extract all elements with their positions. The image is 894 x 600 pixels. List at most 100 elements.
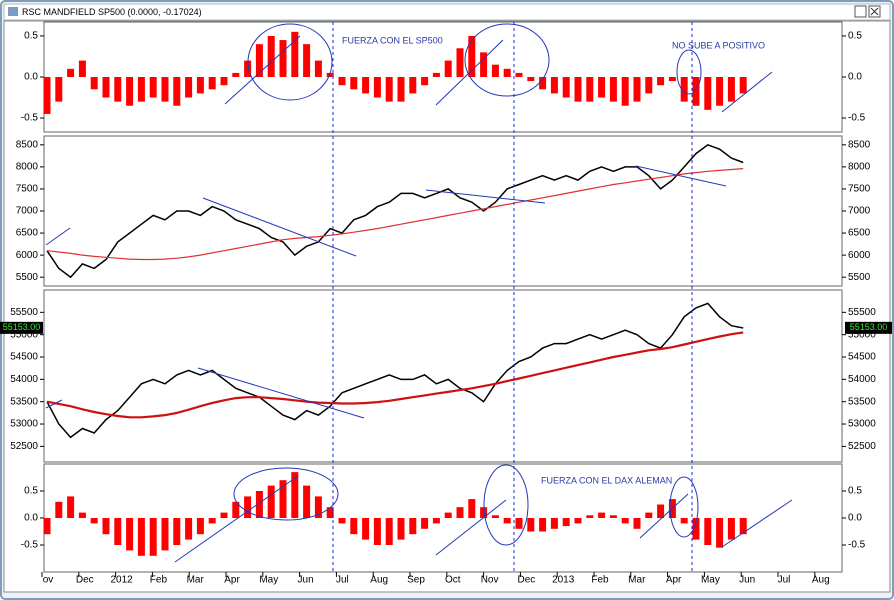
bar [421,77,429,86]
bar [232,501,240,518]
bar [220,512,228,518]
bar [657,504,665,518]
bar [291,31,299,77]
trend-line [45,399,63,409]
maximize-button[interactable] [854,5,867,18]
y-tick-label: 53000 [848,419,876,430]
bar [255,491,263,518]
x-tick-label: Sep [407,575,425,586]
x-tick-label: Nov [481,575,499,586]
bar [539,518,547,532]
bar [373,77,381,98]
bar [397,77,405,102]
x-axis: ov Dec 2012 Feb Mar Apr May Jun Jul Aug Sep Oct Nov D… [41,572,830,586]
bar [350,518,358,535]
bar [126,518,134,551]
trend-line [639,493,689,539]
bar [185,77,193,98]
bar [78,512,86,518]
x-tick-label: Feb [150,575,168,586]
y-tick-label: 55500 [10,307,38,318]
bar [468,35,476,77]
bar [137,77,145,102]
bar [90,77,98,90]
trend-line [202,197,357,257]
x-tick-label: Jun [298,575,314,586]
bar [609,77,617,102]
last-value-box [0,321,43,334]
drawings [45,23,793,563]
bar [114,518,122,545]
bar [574,518,582,524]
trend-line [425,189,546,204]
bar [562,77,570,98]
bar [161,77,169,102]
panel-frame [43,289,843,463]
bar [102,518,110,535]
last-value-box [845,321,892,334]
y-tick-label: 7500 [16,184,39,195]
bar [633,518,641,529]
y-tick-label: 6500 [16,228,39,239]
y-tick-label: 0.0 [848,72,862,83]
bar [409,518,417,535]
y-tick-label: 55500 [848,307,876,318]
bar [279,480,287,518]
bar [645,512,653,518]
bar [527,518,535,532]
bar [704,77,712,110]
bar [562,518,570,527]
highlight-ellipse [233,467,339,521]
trend-line [45,227,71,246]
bar [149,518,157,556]
y-tick-label: -0.5 [21,113,39,124]
price-line [46,331,744,419]
bar [350,77,358,90]
bar [173,518,181,545]
bar [196,77,204,94]
y-tick-label: -0.5 [848,113,866,124]
x-tick-label: ov [43,575,54,586]
bar [196,518,204,535]
bar [621,518,629,524]
x-tick-label: Aug [370,575,388,586]
bar [503,518,511,524]
bar [491,64,499,77]
bar [78,60,86,77]
bar [574,77,582,102]
bar [444,60,452,77]
bar [704,518,712,545]
highlight-ellipse [669,476,699,538]
y-tick-label: 53500 [10,396,38,407]
x-tick-label: Mar [628,575,646,586]
bar [444,512,452,518]
bar [432,72,440,77]
panels: 0.5 0.5 0.0 0.0 -0.5 -0.5 5500 5500 6000 6000 6500… [0,21,892,573]
bar [314,496,322,518]
trend-line [435,39,504,106]
bar [586,515,594,518]
y-tick-label: 52500 [10,441,38,452]
bar [668,77,676,82]
trend-line [435,499,507,556]
bar [598,512,606,518]
title-bar [3,3,891,21]
highlight-ellipse [464,23,550,97]
bar [680,518,688,524]
bar [692,77,700,106]
bar [621,77,629,106]
trend-line [197,367,365,419]
bar [692,518,700,540]
bar [137,518,145,556]
trend-line [174,475,299,563]
x-tick-label: 2012 [110,575,133,586]
bar [456,507,464,518]
bar [432,518,440,524]
last-value-label: 55153.00 [3,322,41,332]
bar [208,518,216,524]
bar [385,77,393,102]
bar [657,77,665,86]
bar [739,77,747,94]
bar [185,518,193,540]
